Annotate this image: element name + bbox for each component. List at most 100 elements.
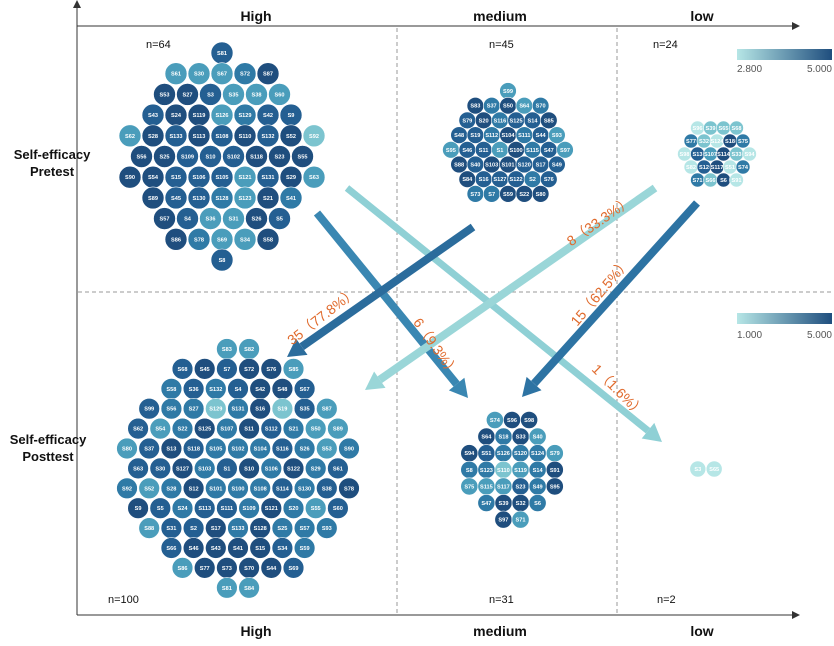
bubble-label: S10: [206, 155, 216, 161]
bubble-label: S105: [209, 447, 222, 453]
bubble-label: S126: [497, 451, 510, 457]
bubble-s38: [316, 477, 338, 499]
bubble-label: S42: [263, 113, 273, 119]
bubble-label: S66: [706, 178, 716, 184]
bubble-s116: [271, 437, 294, 460]
bubble-label: S82: [244, 347, 254, 353]
bubble-label: S131: [261, 175, 274, 181]
bubble-label: S128: [215, 196, 228, 202]
bubble-label: S2: [529, 177, 536, 183]
bubble-label: S2: [190, 526, 197, 532]
bubble-s114: [271, 477, 294, 499]
bubble-s68: [729, 120, 744, 136]
bubble-label: S67: [300, 387, 310, 393]
bubble-label: S99: [144, 407, 154, 413]
bubble-label: S87: [263, 72, 273, 78]
bubble-s3: [199, 83, 222, 106]
bubble-label: S116: [276, 447, 289, 453]
bubble-label: S88: [144, 526, 154, 532]
bubble-s130: [293, 477, 316, 499]
bubble-s23: [268, 145, 291, 168]
bubble-s16: [249, 398, 271, 420]
bubble-label: S55: [311, 506, 321, 512]
bubble-label: S112: [265, 427, 278, 433]
bubble-s26: [293, 437, 316, 460]
bubble-label: S94: [464, 451, 475, 457]
bubble-label: S22: [519, 192, 529, 198]
bubble-label: S98: [524, 418, 534, 424]
flow-arrow-high-to-medium: [313, 210, 460, 387]
bubble-label: S110: [497, 468, 510, 474]
bubble-s21: [282, 417, 305, 440]
flow-arrowhead-high-to-medium: [448, 377, 468, 398]
bubble-s90: [118, 165, 142, 189]
bubble-label: S62: [133, 427, 143, 433]
flow-label-low-to-high: 8（33.3%）: [564, 193, 635, 249]
bubble-s85: [282, 358, 305, 380]
bubble-s56: [160, 398, 183, 420]
bubble-label: S76: [266, 367, 276, 373]
bubble-label: S92: [122, 486, 132, 492]
bubble-label: S59: [300, 546, 310, 552]
bubble-s78: [187, 228, 211, 251]
bubble-label: S42: [255, 387, 265, 393]
bubble-s93: [316, 517, 338, 539]
bubble-s53: [153, 83, 176, 106]
bubble-s28: [160, 477, 183, 499]
flow-arrowhead-low-to-high: [365, 371, 386, 390]
bubble-s123: [233, 186, 257, 210]
n-pretest-medium: n=45: [489, 39, 514, 51]
bubble-group-posttest-medium: S74 S96 S98 S64 S18 S33 S40 S94 S51 S126 S120 S124 S…: [460, 411, 564, 529]
top-axis-arrow: [792, 22, 800, 30]
bubble-s61: [327, 457, 349, 480]
bubble-s71: [511, 510, 530, 529]
bubble-label: S117: [711, 165, 724, 171]
bubble-s55: [291, 145, 314, 168]
frame: [73, 0, 832, 619]
bubble-s34: [271, 537, 294, 559]
flow-arrow-medium-to-high: [299, 223, 476, 350]
bubble-label: S86: [178, 566, 188, 572]
bubble-label: S47: [481, 501, 491, 507]
bubble-s45: [194, 358, 216, 380]
bubble-label: S73: [222, 566, 232, 572]
colorbar-posttest-min: 1.000: [737, 330, 762, 341]
bubble-label: S67: [217, 72, 227, 78]
left-axis-arrow: [73, 0, 81, 8]
bubble-s65: [705, 460, 723, 478]
bubble-s22: [171, 417, 194, 440]
bubble-label: S116: [494, 118, 507, 124]
bubble-s77: [194, 557, 216, 579]
col-header-low-bottom: low: [690, 623, 713, 639]
bubble-label: S60: [333, 506, 343, 512]
bubble-label: S101: [501, 163, 514, 169]
colorbar-pretest-max: 5.000: [807, 64, 832, 75]
bubble-s99: [138, 398, 160, 420]
bubble-label: S130: [192, 196, 205, 202]
bubble-label: S14: [528, 118, 539, 124]
bubble-s35: [222, 83, 245, 106]
bubble-s37: [138, 437, 160, 460]
bubble-label: S39: [706, 126, 716, 132]
bubble-label: S66: [166, 546, 176, 552]
bubble-label: S86: [171, 237, 181, 243]
bubble-label: S122: [287, 466, 300, 472]
bubble-s52: [279, 124, 303, 148]
bubble-label: S75: [738, 139, 748, 145]
bubble-label: S8: [466, 468, 473, 474]
bubble-s127: [171, 457, 194, 480]
bubble-s80: [116, 437, 138, 460]
bubble-label: S71: [693, 178, 703, 184]
bubble-s129: [205, 398, 227, 420]
bubble-label: S125: [198, 427, 211, 433]
bubble-label: S108: [254, 486, 267, 492]
bubble-label: S88: [454, 163, 464, 169]
bubble-label: S59: [503, 192, 513, 198]
bubble-s88: [138, 517, 160, 539]
bubble-label: S83: [222, 347, 232, 353]
bubble-label: S105: [215, 175, 228, 181]
bubble-label: S5: [276, 217, 283, 223]
bubble-s41: [227, 537, 249, 559]
bubble-label: S56: [166, 407, 176, 413]
bubble-label: S95: [446, 148, 456, 154]
